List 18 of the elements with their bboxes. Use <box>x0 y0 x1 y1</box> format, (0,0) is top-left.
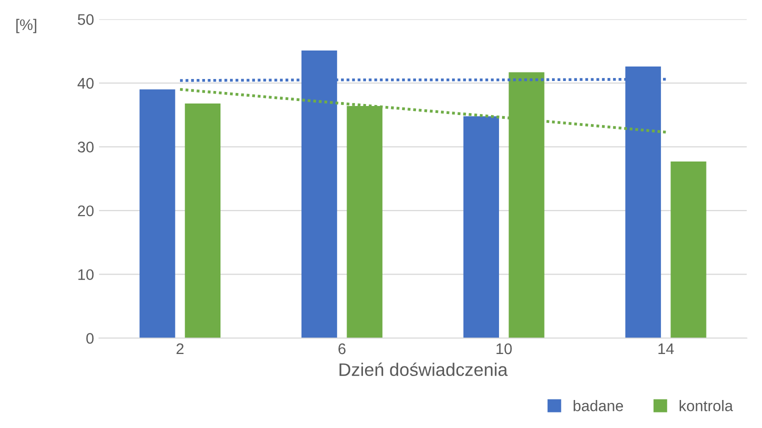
x-tick-label: 2 <box>176 343 184 354</box>
x-tick-label: 14 <box>658 344 674 354</box>
y-tick-label: 50 <box>78 14 94 25</box>
y-tick-label: 20 <box>78 205 94 216</box>
y-axis-title: [%] <box>16 18 36 34</box>
bar <box>670 161 706 338</box>
legend-label: badane <box>574 400 623 412</box>
x-tick-label: 10 <box>496 343 512 354</box>
legend-label: kontrola <box>680 400 734 412</box>
y-tick-label: 10 <box>78 269 94 280</box>
y-tick-label: 0 <box>86 332 94 344</box>
bar <box>140 89 176 338</box>
x-axis-title: Dzień doświadczenia <box>340 362 508 376</box>
y-tick-label: 40 <box>78 78 94 89</box>
y-tick-label: 30 <box>78 142 94 152</box>
x-tick-label: 6 <box>338 343 346 354</box>
bar <box>184 103 221 338</box>
bar <box>463 116 500 338</box>
